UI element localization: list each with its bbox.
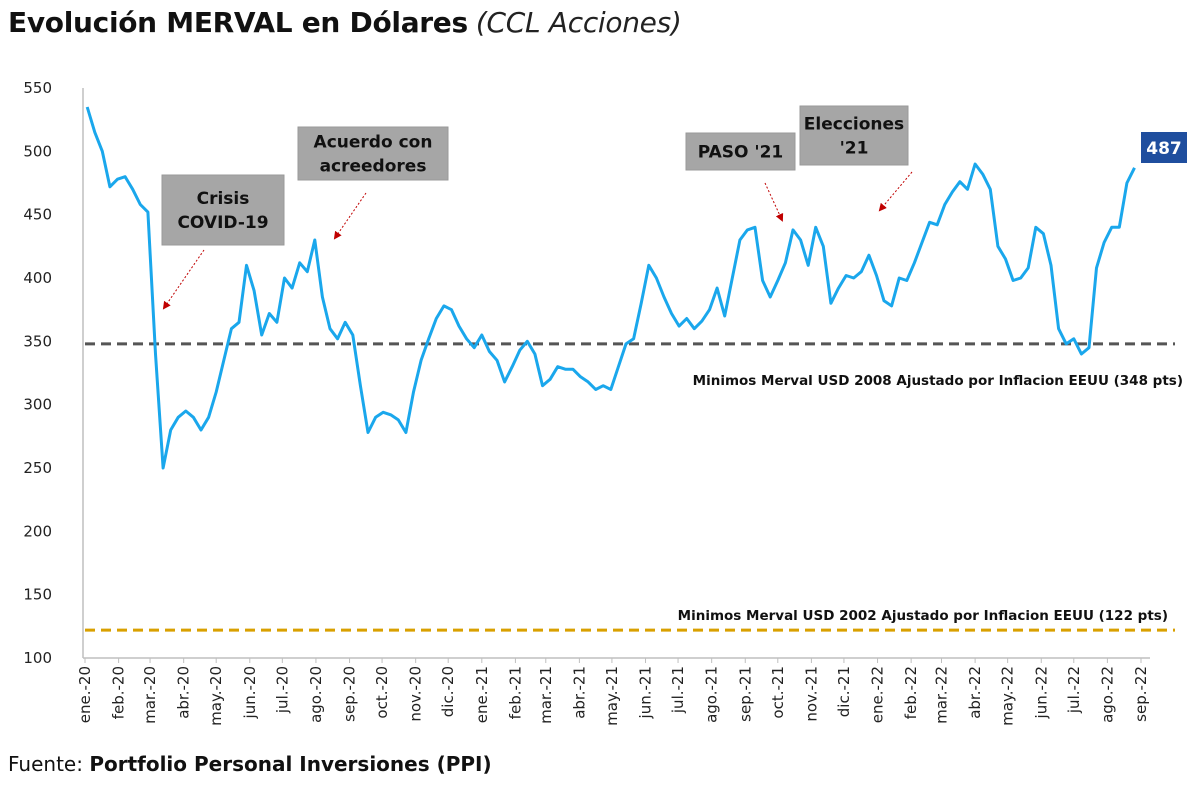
x-tick-label: feb.-22 [902,666,920,719]
source-note: Fuente: Portfolio Personal Inversiones (… [8,752,492,776]
x-tick-label: abr.-20 [175,666,193,719]
x-tick-label: jun.-22 [1032,666,1050,719]
subtitle-text: (CCL Acciones) [475,6,682,39]
y-tick-label: 400 [23,269,52,287]
annotation-text: Acuerdo con [314,133,433,153]
x-tick-label: oct.-21 [769,666,787,719]
annotation-text: Crisis [197,189,250,209]
title-text: Evolución MERVAL en Dólares [8,6,468,39]
x-tick-label: oct.-20 [373,666,391,719]
x-tick-label: abr.-21 [570,666,588,719]
last-value-label: 487 [1146,139,1182,159]
annotation-box [297,126,449,181]
y-tick-label: 450 [23,206,52,224]
annotation-arrow [162,249,205,310]
x-tick-label: sep.-20 [341,666,359,722]
x-tick-label: ene.-22 [869,666,887,723]
annotation-text: COVID-19 [177,213,268,233]
reference-line-label: Minimos Merval USD 2002 Ajustado por Inf… [678,608,1168,624]
chart-title: Evolución MERVAL en Dólares (CCL Acciones… [8,6,682,39]
annotation-arrow [764,182,784,222]
x-tick-label: may.-22 [999,666,1017,726]
y-tick-label: 300 [23,396,52,414]
annotation-text: acreedores [320,157,427,177]
x-tick-label: ene.-21 [473,666,491,723]
annotation-box [161,174,285,246]
annotation-box [685,132,796,171]
annotation-arrow [878,171,913,212]
annotation-text: PASO '21 [698,143,784,163]
annotation-text: Elecciones [804,115,904,135]
last-value-badge [1141,132,1187,163]
x-tick-label: ago.-21 [703,666,721,723]
reference-line-label: Minimos Merval USD 2008 Ajustado por Inf… [693,373,1183,389]
x-tick-label: abr.-22 [966,666,984,719]
annotation-arrow [333,192,367,240]
x-tick-label: jul.-20 [273,666,291,714]
x-tick-label: mar.-21 [537,666,555,724]
x-tick-label: sep.-21 [736,666,754,722]
y-tick-label: 150 [23,586,52,604]
x-tick-label: mar.-22 [933,666,951,724]
x-tick-label: jun.-20 [241,666,259,719]
x-tick-label: nov.-21 [802,666,820,722]
x-tick-label: ene.-20 [76,666,94,723]
x-tick-label: dic.-21 [835,666,853,717]
y-tick-label: 550 [23,79,52,97]
x-tick-label: mar.-20 [141,666,159,724]
y-tick-label: 200 [23,522,52,540]
x-tick-label: may.-21 [603,666,621,726]
x-tick-label: ago.-22 [1098,666,1116,723]
x-tick-label: may.-20 [207,666,225,726]
annotation-text: '21 [840,139,869,159]
x-tick-label: feb.-20 [110,666,128,719]
annotation-box [799,105,909,166]
x-tick-label: jun.-21 [637,666,655,719]
x-tick-label: ago.-20 [307,666,325,723]
x-tick-label: nov.-20 [407,666,425,722]
y-tick-label: 100 [23,649,52,667]
source-label: Fuente: [8,752,83,776]
source-value: Portfolio Personal Inversiones (PPI) [89,752,492,776]
y-tick-label: 500 [23,142,52,160]
x-tick-label: sep.-22 [1132,666,1150,722]
x-tick-label: jul.-22 [1065,666,1083,714]
y-tick-label: 250 [23,459,52,477]
x-tick-label: dic.-20 [439,666,457,717]
y-tick-label: 350 [23,332,52,350]
x-tick-label: feb.-21 [506,666,524,719]
x-tick-label: jul.-21 [669,666,687,714]
series-line [85,106,1136,470]
